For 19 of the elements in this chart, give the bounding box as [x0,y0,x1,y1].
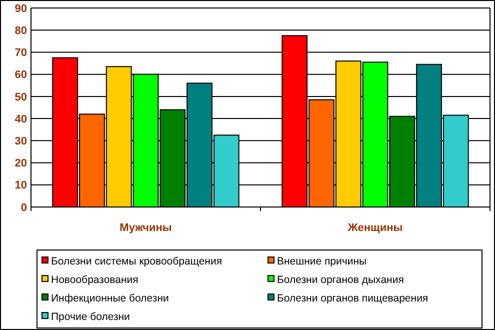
y-tick-label: 10 [14,180,27,192]
y-tick-label: 60 [14,69,27,82]
x-tick-label: Мужчины [120,222,172,234]
y-tick-label: 80 [14,24,27,37]
legend-label: Прочие болезни [51,311,130,324]
legend-label: Новообразования [51,274,138,286]
y-tick-label: 0 [20,202,27,214]
legend-label: Болезни системы кровообращения [51,256,222,268]
y-tick-label: 70 [14,47,27,60]
x-tick-label: Женщины [346,222,403,234]
legend-label: Инфекционные болезни [51,292,170,305]
legend-label: Болезни органов пищеварения [277,292,428,305]
y-tick-label: 30 [14,136,27,148]
y-tick-label: 50 [14,91,27,104]
legend-label: Болезни органов дыхания [277,274,404,286]
y-tick-label: 40 [14,113,27,126]
y-tick-label: 90 [14,2,27,15]
legend-label: Внешние причины [277,256,367,268]
y-tick-label: 20 [14,158,27,170]
